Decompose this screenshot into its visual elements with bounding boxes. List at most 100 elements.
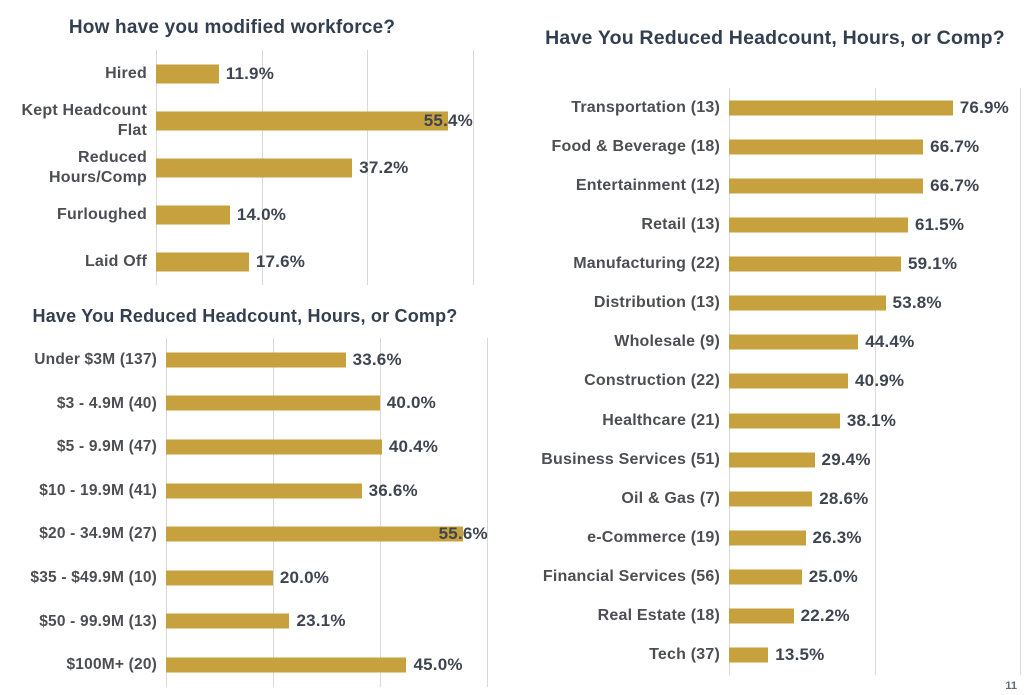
category-label: Oil & Gas (7) bbox=[621, 489, 720, 507]
category-label: Financial Services (56) bbox=[542, 568, 720, 586]
category-label: Hired bbox=[105, 64, 147, 82]
bar-zone: 66.7% bbox=[729, 166, 1020, 205]
gridline bbox=[379, 338, 381, 687]
chart-reduced-by-industry: Have You Reduced Headcount, Hours, or Co… bbox=[530, 26, 1021, 675]
bar-zone: 13.5% bbox=[729, 636, 1020, 675]
bar-zone: 33.6% bbox=[166, 338, 492, 382]
bar bbox=[729, 256, 901, 272]
bar bbox=[166, 395, 380, 411]
value-label: 40.9% bbox=[855, 371, 905, 391]
bar-zone: 20.0% bbox=[166, 556, 492, 600]
category-label: $35 - $49.9M (10) bbox=[30, 569, 157, 587]
value-label: 23.1% bbox=[296, 611, 346, 631]
bar bbox=[166, 613, 290, 629]
value-label: 29.4% bbox=[821, 449, 871, 469]
category-label: Wholesale (9) bbox=[614, 333, 720, 351]
bar bbox=[156, 64, 219, 83]
bar-row: $20 - 34.9M (27) 55.6% bbox=[18, 512, 492, 556]
category-label: Furloughed bbox=[57, 205, 147, 223]
bar bbox=[166, 483, 362, 499]
value-label: 61.5% bbox=[914, 214, 965, 234]
bar-zone: 53.8% bbox=[729, 284, 1020, 323]
gridline bbox=[166, 338, 167, 687]
chart-workforce-modification: How have you modified workforce? Hired 11… bbox=[18, 16, 491, 285]
category-label: Retail (13) bbox=[641, 215, 720, 233]
category-label: Transportation (13) bbox=[571, 98, 720, 116]
value-label: 20.0% bbox=[279, 567, 330, 587]
bar bbox=[729, 295, 886, 311]
bar bbox=[166, 570, 273, 586]
gridline bbox=[367, 50, 369, 285]
bar-zone: 38.1% bbox=[729, 401, 1020, 440]
bar bbox=[729, 452, 815, 468]
category-label: Reduced Hours/Comp bbox=[49, 148, 147, 186]
bar-zone: 40.9% bbox=[729, 362, 1020, 401]
bar-row: Real Estate (18) 22.2% bbox=[530, 597, 1020, 636]
value-label: 66.7% bbox=[930, 136, 980, 156]
bar-row: Tech (37) 13.5% bbox=[530, 636, 1020, 675]
bar-zone: 44.4% bbox=[729, 323, 1020, 362]
bar bbox=[166, 526, 464, 542]
chart-title: Have You Reduced Headcount, Hours, or Co… bbox=[32, 306, 458, 326]
category-label: Construction (22) bbox=[584, 372, 720, 390]
value-label: 53.8% bbox=[892, 293, 942, 313]
bar-zone: 59.1% bbox=[729, 245, 1020, 284]
bar-row: Reduced Hours/Comp 37.2% bbox=[18, 144, 491, 191]
value-label: 37.2% bbox=[359, 157, 409, 177]
bar bbox=[166, 657, 407, 673]
gridline bbox=[272, 338, 274, 687]
value-label: 13.5% bbox=[775, 645, 825, 665]
category-label: $10 - 19.9M (41) bbox=[39, 481, 157, 499]
bar-row: Manufacturing (22) 59.1% bbox=[530, 245, 1020, 284]
bar-zone: 14.0% bbox=[156, 191, 491, 238]
gridline bbox=[472, 50, 474, 285]
bar-row: Retail (13) 61.5% bbox=[530, 205, 1020, 244]
bar-zone: 55.6% bbox=[166, 512, 492, 556]
bar-zone: 11.9% bbox=[156, 50, 491, 97]
value-label: 36.6% bbox=[368, 480, 418, 500]
bar-zone: 25.0% bbox=[729, 558, 1020, 597]
bar-zone: 40.4% bbox=[166, 425, 492, 469]
bar-zone: 17.6% bbox=[156, 238, 491, 285]
bar-row: Laid Off 17.6% bbox=[18, 238, 491, 285]
gridline bbox=[486, 338, 488, 687]
chart-reduced-by-revenue: Have You Reduced Headcount, Hours, or Co… bbox=[18, 304, 492, 687]
bar-row: e-Commerce (19) 26.3% bbox=[530, 518, 1020, 557]
category-label: Entertainment (12) bbox=[575, 176, 720, 194]
bar bbox=[729, 139, 924, 155]
bar bbox=[729, 530, 806, 546]
category-label: Under $3M (137) bbox=[34, 351, 157, 369]
category-label: Kept Headcount Flat bbox=[21, 101, 147, 139]
category-label: Tech (37) bbox=[649, 646, 720, 664]
value-label: 40.0% bbox=[386, 393, 436, 413]
value-label: 22.2% bbox=[800, 606, 850, 626]
category-label: $20 - 34.9M (27) bbox=[39, 525, 157, 543]
gridline bbox=[874, 88, 876, 675]
bar-zone: 76.9% bbox=[729, 88, 1020, 127]
value-label: 66.7% bbox=[930, 175, 980, 195]
bar-row: Kept Headcount Flat 55.4% bbox=[18, 97, 491, 144]
bar bbox=[166, 352, 346, 368]
bar-rows: Hired 11.9% Kept Headcount Flat 55.4% Reduce… bbox=[18, 50, 491, 285]
value-label: 26.3% bbox=[812, 527, 862, 547]
value-label: 40.4% bbox=[388, 436, 439, 456]
bar bbox=[156, 158, 353, 177]
bar bbox=[729, 100, 953, 116]
bar-row: $50 - 99.9M (13) 23.1% bbox=[18, 600, 492, 644]
category-label: Real Estate (18) bbox=[597, 607, 720, 625]
bar bbox=[729, 647, 769, 663]
bar-row: Hired 11.9% bbox=[18, 50, 491, 97]
value-label: 25.0% bbox=[808, 567, 858, 587]
bar bbox=[166, 439, 382, 455]
bar bbox=[729, 413, 840, 429]
bar-zone: 37.2% bbox=[156, 144, 491, 191]
page-number: 11 bbox=[1005, 680, 1017, 692]
bar bbox=[729, 178, 924, 194]
bar bbox=[729, 373, 849, 389]
bar-row: Business Services (51) 29.4% bbox=[530, 440, 1020, 479]
bar-row: Food & Beverage (18) 66.7% bbox=[530, 127, 1020, 166]
category-label: Healthcare (21) bbox=[602, 411, 720, 429]
value-label: 76.9% bbox=[959, 97, 1009, 117]
value-label: 11.9% bbox=[225, 63, 275, 83]
plot-area: Hired 11.9% Kept Headcount Flat 55.4% Reduce… bbox=[18, 50, 491, 285]
